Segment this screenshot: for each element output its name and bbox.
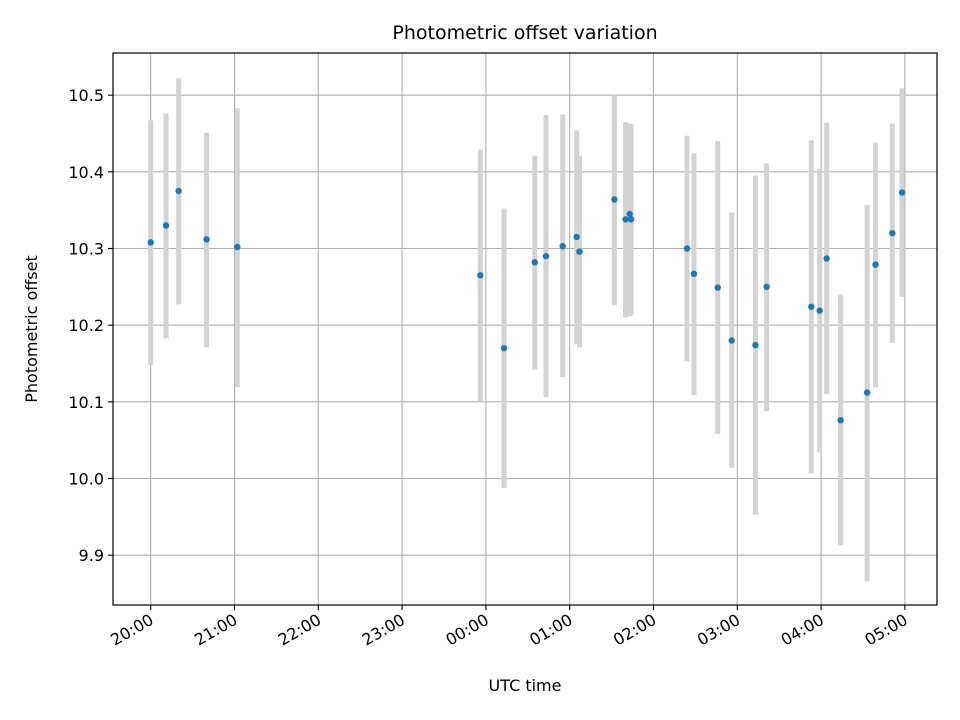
data-point [898, 189, 906, 196]
data-point [576, 248, 583, 255]
y-tick-label: 9.9 [79, 546, 104, 565]
grid [113, 53, 937, 605]
data-point [627, 216, 635, 223]
data-point [203, 236, 210, 243]
data-point [477, 272, 484, 279]
data-point [622, 216, 629, 223]
y-tick-label: 10.5 [68, 86, 104, 105]
y-axis: 9.9 10.0 10.1 10.2 10.3 10.4 10.5 [68, 86, 113, 565]
data-points [147, 187, 906, 424]
data-point [714, 284, 721, 291]
plot-frame [112, 52, 938, 606]
y-tick-label: 10.1 [68, 393, 104, 412]
data-point [763, 283, 770, 291]
data-point [837, 417, 844, 424]
data-point [889, 229, 896, 237]
data-point [690, 270, 698, 277]
data-point [808, 303, 815, 310]
data-point [611, 196, 618, 203]
data-point [863, 389, 871, 396]
data-point [752, 341, 759, 349]
data-point [728, 337, 735, 344]
data-point [500, 344, 508, 352]
y-tick-label: 10.2 [68, 316, 104, 335]
data-point [162, 222, 170, 229]
x-axis-label: UTC time [489, 676, 562, 695]
data-point [147, 239, 154, 246]
data-point [573, 233, 580, 241]
y-tick-label: 10.3 [68, 240, 104, 259]
chart-title: Photometric offset variation [392, 22, 657, 44]
data-point [234, 243, 241, 251]
data-point [816, 307, 823, 314]
data-point [872, 261, 879, 268]
y-axis-label: Photometric offset [22, 255, 41, 403]
data-point [683, 245, 691, 252]
data-point [823, 255, 830, 262]
data-point [531, 259, 538, 266]
data-point [542, 252, 550, 260]
data-point [626, 210, 633, 218]
y-tick-label: 10.4 [68, 163, 104, 182]
y-tick-label: 10.0 [68, 470, 104, 489]
data-point [559, 243, 566, 250]
data-point [175, 187, 182, 195]
